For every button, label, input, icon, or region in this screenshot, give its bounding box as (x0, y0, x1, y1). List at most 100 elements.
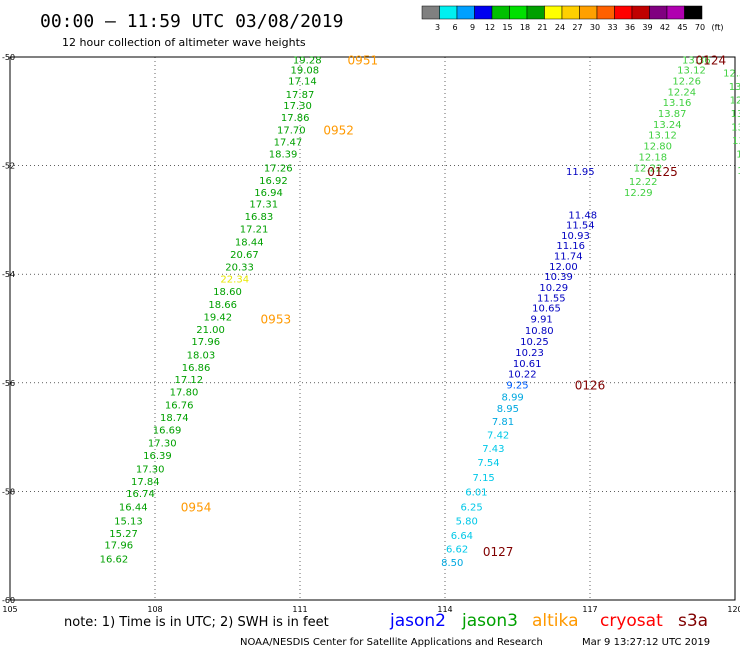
swh-data-label: 7.43 (482, 444, 504, 455)
swh-data-label: 17.30 (148, 439, 177, 450)
swh-data-label: 12.00 (549, 262, 578, 273)
legend-jason2: jason2 (389, 611, 446, 631)
colorbar-label: 24 (555, 23, 565, 32)
swh-data-label: 5.80 (456, 516, 478, 527)
swh-data-label: 16.76 (165, 401, 194, 412)
swh-data-label: 18.03 (187, 351, 216, 362)
swh-data-label: 18.66 (208, 300, 237, 311)
pass-time-label: 0127 (483, 545, 514, 559)
y-tick-label: -50 (2, 53, 15, 62)
swh-data-label: 17.21 (240, 225, 269, 236)
swh-data-label: 15.13 (114, 516, 143, 527)
swh-data-label: 8.50 (441, 558, 463, 569)
plot-area: 105 108 111 114 117 120 -50 -52 -54 -56 -58 -60 (2, 53, 740, 614)
colorbar-label: 21 (537, 23, 547, 32)
swh-data-label: 6.25 (460, 503, 482, 514)
pass-time-label: 0124 (696, 53, 727, 67)
swh-data-label: 13.12 (648, 131, 677, 142)
swh-data-label: 17.70 (277, 125, 306, 136)
x-tick-label: 105 (2, 605, 17, 614)
swh-data-label: 11.48 (568, 211, 597, 222)
pass-time-label: 0953 (261, 312, 292, 326)
colorbar-swatch (631, 5, 650, 20)
swh-data-label: 19.28 (293, 55, 322, 66)
swh-data-label: 12.24 (668, 87, 697, 98)
y-tick-label: -60 (2, 596, 15, 605)
swh-data-label: 19.42 (204, 313, 233, 324)
swh-data-label: 13. (736, 150, 740, 161)
swh-data-label: 17.30 (136, 465, 165, 476)
swh-data-label: 18.74 (160, 413, 189, 424)
swh-data-label: 16.39 (143, 451, 172, 462)
swh-data-label: 22.34 (220, 275, 249, 286)
swh-data-label: 17.86 (281, 113, 310, 124)
x-tick-label: 108 (147, 605, 162, 614)
swh-data-label: 10.61 (513, 359, 542, 370)
swh-data-label: 7.81 (492, 417, 514, 428)
swh-data-label: 11.54 (566, 220, 595, 231)
swh-data-label: 7.42 (487, 430, 509, 441)
colorbar-swatch (526, 5, 545, 20)
colorbar-label: 3 (435, 23, 440, 32)
plot-frame (9, 56, 736, 601)
swh-data-label: 8.99 (502, 392, 524, 403)
satellite-legend: jason2 jason3 altika cryosat s3a (389, 611, 708, 631)
swh-data-label: 18.39 (269, 150, 298, 161)
swh-data-label: 21.00 (196, 325, 225, 336)
colorbar-label: 9 (470, 23, 475, 32)
x-tick-label: 120 (727, 605, 740, 614)
swh-data-label: 10.80 (525, 326, 554, 337)
pass-time-label: 0951 (348, 53, 379, 67)
swh-data-label: 17.80 (170, 388, 199, 399)
swh-data-label: 16.94 (254, 188, 283, 199)
swh-data-label: 19.08 (291, 66, 320, 77)
colorbar-label: 6 (452, 23, 457, 32)
legend-jason3: jason3 (461, 611, 518, 631)
colorbar-legend: 3 6 9 12 15 18 21 24 27 30 33 36 39 42 45 70 (ft) (421, 5, 724, 32)
swh-data-label: 17.96 (191, 337, 220, 348)
swh-data-label: 12.18 (639, 152, 668, 163)
colorbar-label: 30 (590, 23, 600, 32)
legend-s3a: s3a (678, 611, 708, 631)
swh-data-label: 12.26 (672, 76, 701, 87)
swh-data-label: 13.16 (663, 98, 692, 109)
legend-altika: altika (532, 611, 579, 631)
colorbar-swatch (614, 5, 633, 20)
footer-note: note: 1) Time is in UTC; 2) SWH is in fe… (64, 615, 329, 630)
colorbar-label: 45 (677, 23, 687, 32)
swh-data-label: 16.69 (153, 426, 182, 437)
swh-data-label: 10.23 (515, 348, 544, 359)
swh-data-label: 16.44 (119, 503, 148, 514)
swh-data-label: 17.12 (175, 375, 204, 386)
swh-data-label: 16.74 (126, 489, 155, 500)
swh-data-label: 18.44 (235, 238, 264, 249)
pass-time-label: 0954 (181, 501, 212, 515)
swh-data-label: 12.22 (629, 177, 658, 188)
colorbar-label: 18 (520, 23, 530, 32)
swh-data-label: 17.14 (288, 76, 317, 87)
colorbar-swatch (596, 5, 615, 20)
swh-data-label: 17.31 (249, 200, 278, 211)
y-tick-label: -56 (2, 379, 15, 388)
swh-data-label: 17.47 (274, 137, 303, 148)
colorbar-swatch (474, 5, 493, 20)
colorbar-label: 42 (660, 23, 670, 32)
colorbar-swatch (666, 5, 685, 20)
colorbar-swatch (579, 5, 598, 20)
swh-data-label: 11.74 (554, 251, 583, 262)
swh-data-label: 12.80 (643, 142, 672, 153)
y-tick-label: -52 (2, 162, 15, 171)
swh-data-label: 9.91 (531, 314, 553, 325)
x-tick-label: 114 (437, 605, 452, 614)
swh-data-label: 13.7 (731, 123, 740, 134)
swh-data-label: 13.7 (732, 136, 740, 147)
swh-data-label: 13.87 (658, 109, 687, 120)
colorbar-label: (ft) (711, 23, 723, 32)
x-tick-label: 111 (292, 605, 307, 614)
colorbar-label: 15 (502, 23, 512, 32)
swh-data-label: 6.62 (446, 545, 468, 556)
swh-data-label: 13. (737, 166, 740, 177)
swh-data-label: 10.39 (544, 272, 573, 283)
swh-data-label: 12.22 (634, 163, 663, 174)
